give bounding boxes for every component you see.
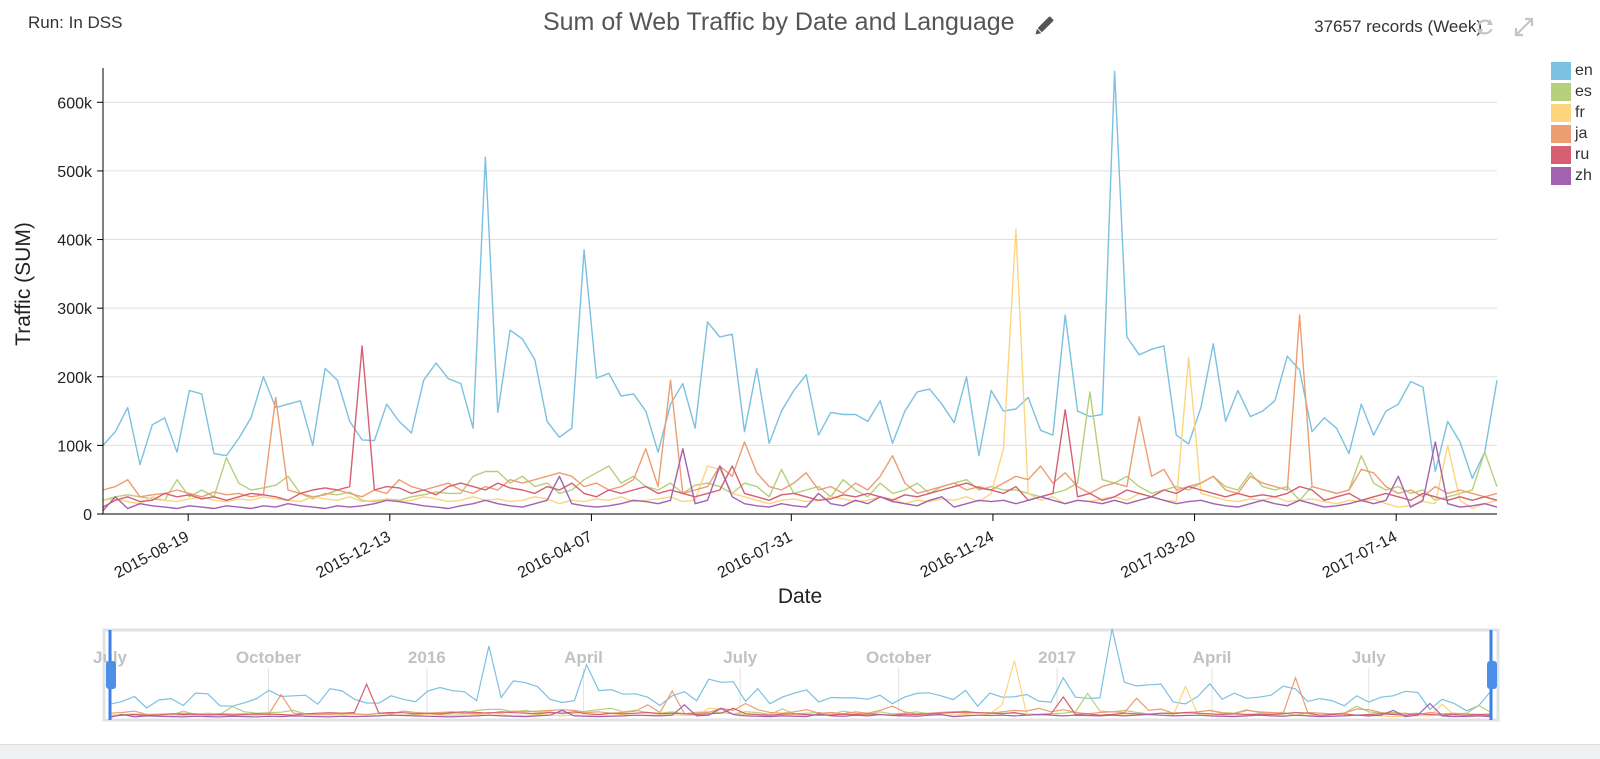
x-tick-label: 2016-04-07 [515, 528, 595, 581]
legend-swatch [1551, 82, 1571, 101]
x-tick-label: 2017-07-14 [1320, 528, 1400, 581]
series-line-ru [102, 345, 1498, 508]
x-tick-label: 2015-08-19 [112, 528, 192, 581]
legend-item-en[interactable]: en [1551, 60, 1593, 81]
y-tick-label: 100k [57, 438, 93, 455]
pencil-icon[interactable] [1031, 13, 1057, 39]
navigator-left-handle[interactable] [106, 661, 116, 689]
y-tick-label: 300k [57, 301, 93, 318]
navigator-label: July [723, 648, 758, 667]
navigator-grid: July October 2016 April July October 2017 April… [93, 648, 1386, 718]
legend-label: es [1575, 82, 1592, 100]
navigator-label: April [564, 648, 603, 667]
navigator-series [109, 628, 1492, 718]
navigator-label: April [1193, 648, 1232, 667]
x-tick-label: 2015-12-13 [313, 528, 393, 581]
legend: en es fr ja ru zh [1551, 60, 1593, 186]
grid-lines [103, 101, 1497, 446]
navigator-frame [102, 628, 1500, 722]
navigator-label: 2016 [408, 648, 446, 667]
x-tick-label: 2017-03-20 [1118, 528, 1198, 581]
navigator-label: July [1352, 648, 1387, 667]
legend-swatch [1551, 166, 1571, 185]
legend-item-ru[interactable]: ru [1551, 144, 1593, 165]
y-tick-label: 0 [83, 507, 92, 524]
legend-swatch [1551, 124, 1571, 143]
navigator-line-ru [109, 682, 1492, 718]
bottom-scrollbar[interactable] [0, 744, 1600, 759]
y-axis-label: Traffic (SUM) [12, 222, 35, 346]
series-line-es [102, 391, 1498, 503]
y-axis-ticks: 0 100k 200k 300k 400k 500k 600k [57, 95, 103, 524]
legend-label: zh [1575, 166, 1592, 184]
legend-swatch [1551, 103, 1571, 122]
y-tick-label: 500k [57, 164, 93, 181]
chart-header: Sum of Web Traffic by Date and Language [0, 8, 1600, 39]
legend-item-ja[interactable]: ja [1551, 123, 1593, 144]
chart-title: Sum of Web Traffic by Date and Language [542, 8, 1015, 36]
legend-label: fr [1575, 103, 1585, 121]
series-line-zh [102, 441, 1498, 512]
navigator-line-en [109, 628, 1492, 712]
range-navigator[interactable]: July October 2016 April July October 2017 April… [93, 628, 1500, 722]
x-tick-label: 2016-11-24 [918, 528, 997, 581]
legend-label: en [1575, 61, 1593, 79]
run-status-label: Run: In DSS [28, 13, 123, 32]
y-tick-label: 200k [57, 370, 93, 387]
navigator-line-zh [109, 702, 1492, 718]
x-axis-label: Date [778, 585, 822, 608]
legend-swatch [1551, 61, 1571, 80]
expand-icon[interactable] [1513, 16, 1535, 38]
x-tick-label: 2016-07-31 [715, 528, 795, 581]
legend-item-es[interactable]: es [1551, 81, 1593, 102]
series-line-ja [102, 314, 1498, 498]
series-lines [102, 70, 1498, 512]
legend-label: ja [1575, 124, 1588, 142]
navigator-right-handle[interactable] [1487, 661, 1497, 689]
series-line-fr [102, 228, 1498, 510]
legend-label: ru [1575, 145, 1590, 163]
navigator-label: October [866, 648, 932, 667]
x-axis-ticks: 2015-08-19 2015-12-13 2016-04-07 2016-07-31… [112, 514, 1400, 582]
navigator-label: October [236, 648, 302, 667]
refresh-icon[interactable] [1474, 16, 1496, 38]
legend-swatch [1551, 145, 1571, 164]
records-count: 37657 records (Week) [1314, 17, 1482, 36]
legend-item-fr[interactable]: fr [1551, 102, 1593, 123]
navigator-line-es [109, 692, 1492, 717]
y-tick-label: 400k [57, 233, 93, 250]
legend-item-zh[interactable]: zh [1551, 165, 1593, 186]
axes [102, 68, 1497, 515]
navigator-label: 2017 [1038, 648, 1076, 667]
y-tick-label: 600k [57, 95, 93, 112]
series-line-en [102, 70, 1498, 479]
